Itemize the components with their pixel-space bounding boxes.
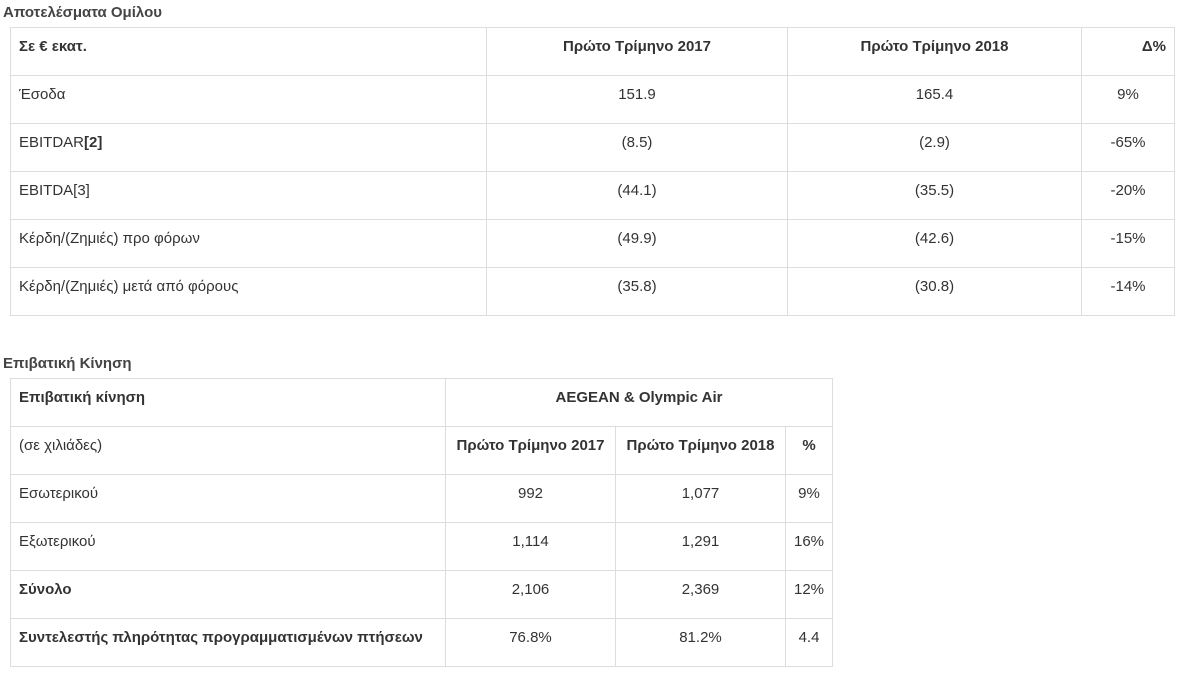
header-group: AEGEAN & Olympic Air <box>445 378 833 427</box>
passenger-traffic-table: Επιβατική κίνηση AEGEAN & Olympic Air (σ… <box>10 378 833 667</box>
row-label: Συντελεστής πληρότητας προγραμματισμένων… <box>10 618 446 667</box>
row-q1-2017: (49.9) <box>486 219 788 268</box>
row-label: Κέρδη/(Ζημιές) μετά από φόρους <box>10 267 487 316</box>
subheader-q1-2017: Πρώτο Τρίμηνο 2017 <box>445 426 616 475</box>
row-q1-2018: 1,077 <box>615 474 786 523</box>
table-subheader-row: (σε χιλιάδες) Πρώτο Τρίμηνο 2017 Πρώτο Τ… <box>10 426 833 475</box>
row-label: EBITDA[3] <box>10 171 487 220</box>
table-row: Κέρδη/(Ζημιές) προ φόρων (49.9) (42.6) -… <box>10 219 1175 268</box>
header-delta: Δ% <box>1081 27 1175 76</box>
row-label: EBITDAR[2] <box>10 123 487 172</box>
row-delta: -14% <box>1081 267 1175 316</box>
group-results-table: Σε € εκατ. Πρώτο Τρίμηνο 2017 Πρώτο Τρίμ… <box>10 27 1175 316</box>
row-q1-2018: (42.6) <box>787 219 1082 268</box>
row-q1-2018: (2.9) <box>787 123 1082 172</box>
row-label: Κέρδη/(Ζημιές) προ φόρων <box>10 219 487 268</box>
row-q1-2018: 2,369 <box>615 570 786 619</box>
header-q1-2018: Πρώτο Τρίμηνο 2018 <box>787 27 1082 76</box>
row-pct: 4.4 <box>785 618 833 667</box>
row-label-text: EBITDAR <box>19 134 85 151</box>
row-label: Έσοδα <box>10 75 487 124</box>
row-delta: 9% <box>1081 75 1175 124</box>
table-row: Έσοδα 151.9 165.4 9% <box>10 75 1175 124</box>
row-q1-2018: 81.2% <box>615 618 786 667</box>
row-delta: -20% <box>1081 171 1175 220</box>
row-q1-2017: (44.1) <box>486 171 788 220</box>
row-label: Εσωτερικού <box>10 474 446 523</box>
group-results-title: Αποτελέσματα Ομίλου <box>3 4 162 21</box>
footnote-link[interactable]: [2] <box>84 134 103 151</box>
row-q1-2018: 1,291 <box>615 522 786 571</box>
passenger-traffic-title: Επιβατική Κίνηση <box>3 355 132 372</box>
table-row: Συντελεστής πληρότητας προγραμματισμένων… <box>10 618 833 667</box>
row-q1-2018: (30.8) <box>787 267 1082 316</box>
row-label: Εξωτερικού <box>10 522 446 571</box>
table-header-row: Επιβατική κίνηση AEGEAN & Olympic Air <box>10 378 833 427</box>
table-row: Εσωτερικού 992 1,077 9% <box>10 474 833 523</box>
subheader-q1-2018: Πρώτο Τρίμηνο 2018 <box>615 426 786 475</box>
row-q1-2017: 1,114 <box>445 522 616 571</box>
row-delta: -65% <box>1081 123 1175 172</box>
row-q1-2018: (35.5) <box>787 171 1082 220</box>
table-row: Εξωτερικού 1,114 1,291 16% <box>10 522 833 571</box>
table-row: Κέρδη/(Ζημιές) μετά από φόρους (35.8) (3… <box>10 267 1175 316</box>
row-q1-2017: 2,106 <box>445 570 616 619</box>
sub-label: (σε χιλιάδες) <box>10 426 446 475</box>
row-pct: 12% <box>785 570 833 619</box>
row-q1-2018: 165.4 <box>787 75 1082 124</box>
row-q1-2017: (35.8) <box>486 267 788 316</box>
row-q1-2017: 992 <box>445 474 616 523</box>
subheader-pct: % <box>785 426 833 475</box>
header-q1-2017: Πρώτο Τρίμηνο 2017 <box>486 27 788 76</box>
header-unit: Σε € εκατ. <box>10 27 487 76</box>
row-label: Σύνολο <box>10 570 446 619</box>
header-label: Επιβατική κίνηση <box>10 378 446 427</box>
row-delta: -15% <box>1081 219 1175 268</box>
row-q1-2017: 151.9 <box>486 75 788 124</box>
table-row: EBITDAR[2] (8.5) (2.9) -65% <box>10 123 1175 172</box>
table-row: Σύνολο 2,106 2,369 12% <box>10 570 833 619</box>
row-pct: 16% <box>785 522 833 571</box>
table-row: EBITDA[3] (44.1) (35.5) -20% <box>10 171 1175 220</box>
table-header-row: Σε € εκατ. Πρώτο Τρίμηνο 2017 Πρώτο Τρίμ… <box>10 27 1175 76</box>
row-q1-2017: (8.5) <box>486 123 788 172</box>
row-q1-2017: 76.8% <box>445 618 616 667</box>
row-pct: 9% <box>785 474 833 523</box>
